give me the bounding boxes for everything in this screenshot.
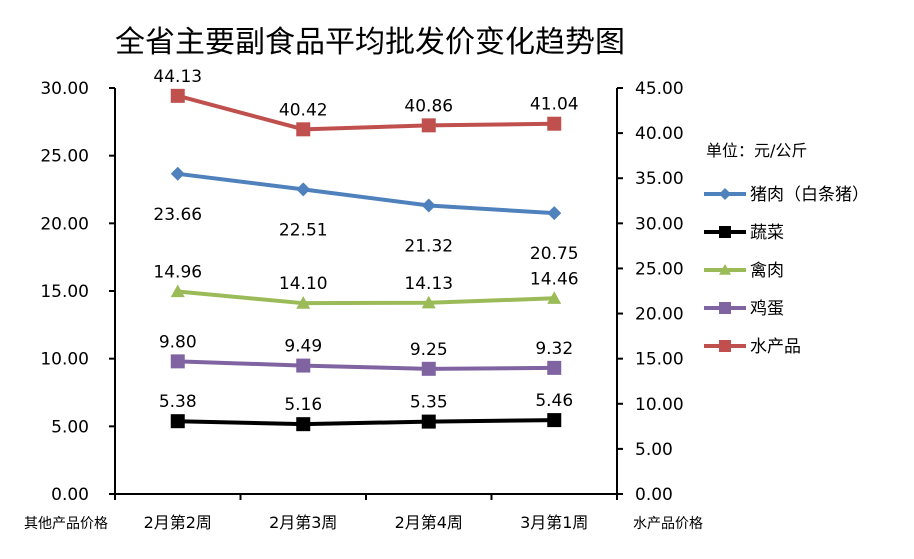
right-tick-label: 45.00 xyxy=(635,79,684,99)
left-tick-label: 5.00 xyxy=(51,417,89,437)
data-label: 22.51 xyxy=(279,220,328,240)
data-label: 5.38 xyxy=(159,392,197,412)
series-line xyxy=(177,289,555,306)
series-line xyxy=(177,171,555,216)
data-label: 9.49 xyxy=(284,337,322,357)
data-point xyxy=(421,118,436,133)
right-tick-label: 40.00 xyxy=(635,124,684,144)
chart-title: 全省主要副食品平均批发价变化趋势图 xyxy=(115,25,625,60)
data-point xyxy=(296,296,311,309)
left-tick-label: 25.00 xyxy=(40,147,89,167)
left-tick-label: 20.00 xyxy=(40,214,89,234)
data-label: 20.75 xyxy=(530,244,579,264)
data-point xyxy=(421,361,436,376)
data-point xyxy=(170,166,185,181)
right-tick-label: 10.00 xyxy=(635,395,684,415)
series-line xyxy=(177,359,555,371)
data-label: 14.96 xyxy=(153,263,202,283)
data-point xyxy=(547,360,562,375)
data-point xyxy=(296,182,311,197)
left-tick-label: 15.00 xyxy=(40,282,89,302)
data-point xyxy=(296,122,311,137)
legend-label: 猪肉（白条猪） xyxy=(750,185,869,205)
data-point xyxy=(170,284,185,298)
data-label: 21.32 xyxy=(404,236,453,256)
legend-marker xyxy=(719,188,731,200)
data-point xyxy=(547,116,562,131)
x-tick-label: 3月第1周 xyxy=(520,513,588,532)
right-tick-label: 5.00 xyxy=(635,440,673,460)
series-line xyxy=(177,93,555,132)
legend-marker xyxy=(719,302,731,314)
data-point xyxy=(547,206,562,221)
data-point xyxy=(170,414,185,429)
data-label: 14.13 xyxy=(404,274,453,294)
data-label: 9.32 xyxy=(535,339,573,359)
data-label: 5.35 xyxy=(410,393,448,413)
left-tick-label: 10.00 xyxy=(40,350,89,370)
x-tick-label: 2月第3周 xyxy=(269,513,337,532)
data-point xyxy=(421,414,436,429)
right-tick-label: 0.00 xyxy=(635,485,673,505)
data-label: 14.46 xyxy=(530,269,579,289)
left-axis-label: 其他产品价格 xyxy=(24,516,108,532)
data-label: 9.25 xyxy=(410,340,448,360)
x-tick-label: 2月第4周 xyxy=(395,513,463,532)
legend-marker xyxy=(719,226,731,238)
legend-label: 蔬菜 xyxy=(750,223,784,243)
data-label: 5.46 xyxy=(535,391,573,411)
right-tick-label: 15.00 xyxy=(635,350,684,370)
data-label: 40.42 xyxy=(279,100,328,120)
right-tick-label: 35.00 xyxy=(635,169,684,189)
data-label: 41.04 xyxy=(530,95,579,115)
legend-label: 鸡蛋 xyxy=(750,299,784,319)
right-tick-label: 25.00 xyxy=(635,259,684,279)
right-tick-label: 20.00 xyxy=(635,305,684,325)
data-label: 23.66 xyxy=(153,205,202,225)
data-label: 9.80 xyxy=(159,332,197,352)
data-point xyxy=(421,198,436,213)
series-line xyxy=(177,418,555,427)
data-point xyxy=(547,291,562,304)
unit-note: 单位：元/公斤 xyxy=(706,141,807,160)
data-label: 5.16 xyxy=(284,395,322,415)
data-point xyxy=(421,295,436,309)
legend-label: 禽肉 xyxy=(750,261,784,281)
data-point xyxy=(296,417,311,432)
data-label: 40.86 xyxy=(404,96,453,116)
data-point xyxy=(170,354,185,369)
left-tick-label: 0.00 xyxy=(51,485,89,505)
left-tick-label: 30.00 xyxy=(40,79,89,99)
data-point xyxy=(296,358,311,373)
x-tick-label: 2月第2周 xyxy=(144,513,212,532)
legend-label: 水产品 xyxy=(750,337,801,357)
right-axis-label: 水产品价格 xyxy=(633,516,703,532)
legend-marker xyxy=(719,340,731,352)
right-tick-label: 30.00 xyxy=(635,214,684,234)
data-point xyxy=(170,88,185,103)
data-label: 44.13 xyxy=(153,67,202,87)
data-label: 14.10 xyxy=(279,274,328,294)
legend-marker xyxy=(719,264,731,275)
data-point xyxy=(547,413,562,428)
